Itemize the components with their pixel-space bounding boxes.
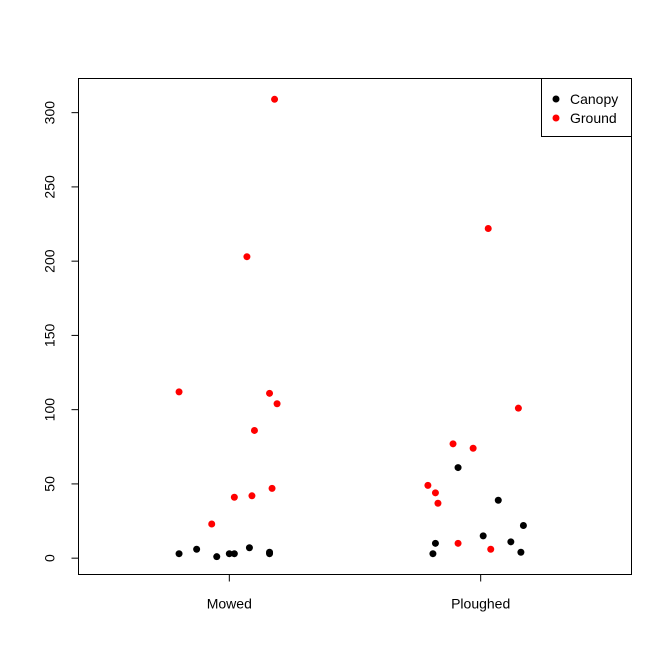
y-tick-label: 0: [42, 554, 58, 562]
point-canopy: [193, 545, 201, 553]
point-ground: [434, 499, 442, 507]
point-ground: [449, 440, 457, 448]
point-ground: [273, 400, 281, 408]
point-ground: [248, 492, 256, 500]
point-ground: [514, 404, 522, 412]
point-ground: [208, 520, 216, 528]
y-axis: 0 50 100 150 200 250 300: [42, 101, 79, 562]
point-ground: [454, 539, 462, 547]
legend-marker-ground: [552, 114, 560, 122]
point-canopy: [479, 532, 487, 540]
point-ground: [243, 253, 251, 261]
point-ground: [271, 95, 279, 103]
point-canopy: [454, 464, 462, 472]
point-canopy: [230, 550, 238, 558]
y-tick-label: 100: [42, 398, 58, 422]
point-canopy: [431, 539, 439, 547]
point-canopy: [245, 544, 253, 552]
data-points: [175, 95, 527, 561]
point-ground: [484, 224, 492, 232]
x-tick-label: Mowed: [207, 596, 252, 612]
y-tick-label: 150: [42, 324, 58, 348]
point-ground: [250, 426, 258, 434]
legend: Canopy Ground: [541, 78, 632, 137]
point-canopy: [517, 548, 525, 556]
y-tick-label: 250: [42, 175, 58, 199]
point-ground: [268, 484, 276, 492]
point-ground: [266, 389, 274, 397]
point-canopy: [507, 538, 515, 546]
point-canopy: [175, 550, 183, 558]
legend-label-canopy: Canopy: [570, 91, 618, 107]
x-tick-label: Ploughed: [451, 596, 510, 612]
point-canopy: [519, 521, 527, 529]
y-tick-label: 200: [42, 249, 58, 273]
legend-marker-canopy: [552, 95, 560, 103]
y-tick-label: 300: [42, 101, 58, 125]
legend-label-ground: Ground: [570, 110, 617, 126]
legend-box: [541, 78, 632, 137]
point-canopy: [494, 496, 502, 504]
point-ground: [424, 481, 432, 489]
point-ground: [230, 493, 238, 501]
point-canopy: [213, 553, 221, 561]
y-tick-label: 50: [42, 476, 58, 492]
point-ground: [175, 388, 183, 396]
x-axis: Mowed Ploughed: [207, 574, 510, 612]
plot-frame: [78, 78, 632, 575]
point-canopy: [429, 550, 437, 558]
point-canopy: [266, 548, 274, 556]
point-canopy: [225, 550, 233, 558]
point-ground: [431, 489, 439, 497]
point-ground: [487, 545, 495, 553]
point-ground: [469, 444, 477, 452]
